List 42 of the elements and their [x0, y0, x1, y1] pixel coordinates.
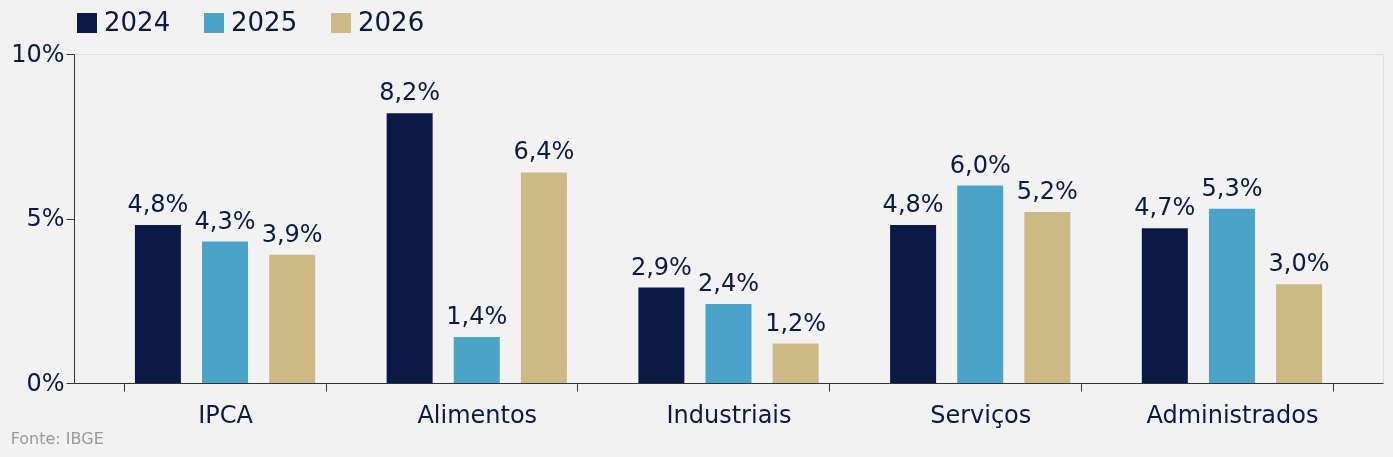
bar: [134, 225, 181, 383]
bar: [269, 254, 316, 383]
x-tick-label: Administrados: [1146, 400, 1319, 429]
legend-label: 2025: [231, 7, 298, 37]
x-tick-label: Industriais: [666, 400, 792, 429]
data-label: 2,4%: [698, 269, 759, 298]
data-label: 3,0%: [1268, 249, 1330, 278]
data-label: 8,2%: [379, 78, 441, 107]
data-label: 2,9%: [630, 252, 692, 281]
x-tick-label: IPCA: [198, 400, 254, 429]
data-label: 4,3%: [194, 206, 256, 235]
bar: [957, 185, 1004, 383]
data-label: 1,4%: [446, 301, 508, 330]
bar: [453, 336, 500, 383]
bar: [1208, 208, 1255, 383]
bar: [638, 287, 685, 383]
bar: [1276, 284, 1323, 383]
bar: [890, 225, 937, 383]
source-note: Fonte: IBGE: [10, 429, 104, 448]
bar: [202, 241, 249, 383]
legend-label: 2024: [104, 7, 171, 37]
bar: [772, 343, 819, 383]
data-label: 1,2%: [765, 308, 827, 337]
data-label: 6,4%: [513, 137, 575, 166]
bar: [520, 172, 567, 383]
y-tick-label: 5%: [26, 204, 65, 232]
x-tick-label: Alimentos: [417, 400, 538, 429]
y-tick-label: 10%: [11, 39, 65, 68]
legend-label: 2026: [358, 7, 425, 37]
x-tick-label: Serviços: [930, 400, 1032, 429]
bar: [386, 113, 433, 383]
y-tick-label: 0%: [26, 368, 65, 397]
data-label: 3,9%: [261, 219, 323, 248]
data-label: 5,3%: [1201, 173, 1263, 202]
bar: [1141, 228, 1188, 383]
data-label: 5,2%: [1016, 176, 1078, 205]
data-label: 4,7%: [1134, 193, 1196, 222]
bar: [1024, 211, 1071, 383]
data-label: 4,8%: [127, 190, 189, 219]
data-label: 6,0%: [949, 150, 1011, 179]
bar: [705, 304, 752, 383]
data-label: 4,8%: [882, 190, 944, 219]
